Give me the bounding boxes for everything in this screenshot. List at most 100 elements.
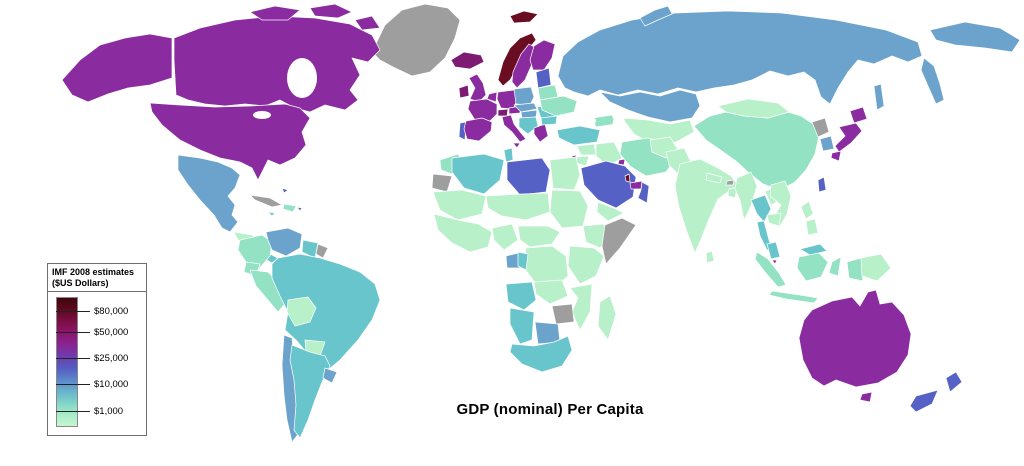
- country-mozambique: [569, 283, 593, 331]
- country-syria: [576, 143, 597, 156]
- country-indonesia-java: [768, 290, 819, 304]
- legend-tick-label: $1,000: [94, 405, 124, 417]
- country-indonesia-sulawesi: [828, 256, 842, 277]
- country-ukraine: [539, 95, 578, 117]
- country-philippines: [800, 200, 814, 220]
- country-bangladesh: [727, 186, 738, 199]
- country-cuba: [249, 194, 283, 208]
- country-sudan: [549, 189, 589, 229]
- country-arctic-island: [249, 5, 301, 21]
- country-mexico: [177, 154, 241, 233]
- country-malaysia-borneo: [799, 243, 828, 256]
- country-netherlands-belgium: [486, 91, 498, 103]
- country-taiwan: [817, 176, 827, 193]
- country-canada: [173, 15, 381, 113]
- country-japan-hokkaido: [849, 106, 868, 124]
- country-indonesia-sumatra: [754, 251, 787, 288]
- country-west-africa: [433, 213, 493, 253]
- country-congo-brazzaville: [517, 251, 529, 271]
- legend-gradient-bar: [56, 297, 78, 427]
- country-madagascar: [597, 295, 617, 341]
- country-india: [674, 158, 740, 254]
- country-norway: [497, 32, 537, 87]
- country-bahamas: [281, 187, 289, 194]
- country-sicily: [512, 142, 521, 149]
- country-switzerland: [497, 108, 509, 117]
- country-new-zealand-south: [909, 389, 939, 413]
- legend-tick-line: [56, 384, 90, 386]
- country-iraq: [595, 141, 623, 167]
- country-turkey: [556, 125, 601, 146]
- country-ireland: [458, 84, 470, 99]
- country-indonesia-papua: [846, 257, 864, 282]
- country-japan-kyushu: [830, 150, 842, 162]
- country-singapore: [771, 259, 778, 265]
- legend-tick-line: [56, 331, 90, 333]
- country-malaysia-peninsula: [766, 241, 781, 260]
- country-svalbard: [509, 10, 539, 24]
- country-indonesia-borneo: [796, 252, 829, 282]
- legend-tick-line: [56, 311, 90, 313]
- country-italy: [501, 114, 527, 143]
- hudson-bay: [287, 58, 317, 98]
- country-angola: [505, 281, 537, 311]
- country-sakhalin: [873, 83, 885, 111]
- country-north-korea: [811, 117, 830, 138]
- country-baltics: [535, 67, 552, 89]
- country-peru: [249, 269, 289, 313]
- legend-tick-line: [56, 410, 90, 412]
- legend-tick-label: $50,000: [94, 326, 129, 338]
- country-alaska: [61, 33, 173, 103]
- legend-scale: $80,000 $50,000 $25,000 $10,000 $1,000: [48, 292, 146, 430]
- legend-tick-label: $25,000: [94, 353, 129, 365]
- country-libya: [506, 157, 551, 196]
- country-nigeria: [491, 223, 519, 251]
- country-kamchatka: [920, 57, 945, 105]
- country-greenland: [371, 3, 461, 77]
- country-namibia: [509, 307, 535, 345]
- country-finland: [529, 39, 556, 71]
- black-sea: [560, 113, 596, 129]
- country-yemen: [596, 201, 625, 222]
- country-balkans: [518, 116, 539, 135]
- country-novaya-zemlya: [639, 5, 673, 27]
- country-egypt: [549, 156, 581, 191]
- country-cameroon-car: [517, 225, 561, 248]
- country-myanmar: [734, 171, 758, 221]
- great-lakes: [253, 111, 271, 119]
- country-central-asia: [621, 117, 695, 145]
- country-niger-chad: [485, 192, 551, 221]
- caspian-sea: [612, 113, 626, 147]
- country-colombia: [237, 234, 273, 271]
- country-png: [860, 253, 892, 282]
- country-algeria: [451, 153, 505, 195]
- country-mauritania-mali: [432, 189, 487, 221]
- country-tunisia: [503, 147, 514, 163]
- country-french-guiana: [315, 243, 329, 259]
- country-argentina: [289, 344, 331, 439]
- country-venezuela: [265, 227, 303, 257]
- country-australia: [798, 289, 912, 388]
- country-nepal: [705, 172, 723, 184]
- country-hispaniola: [282, 203, 297, 213]
- country-mongolia: [717, 98, 790, 119]
- legend-tick-label: $10,000: [94, 379, 129, 391]
- country-bhutan: [725, 179, 735, 186]
- legend-title-line1: IMF 2008 estimates: [52, 267, 135, 277]
- country-arctic-island: [309, 3, 353, 19]
- country-sri-lanka: [705, 250, 715, 264]
- country-uk: [468, 73, 487, 103]
- country-germany: [496, 89, 518, 110]
- legend-title-line2: ($US Dollars): [52, 278, 109, 288]
- country-cambodia: [766, 212, 782, 227]
- country-oman: [637, 181, 650, 204]
- country-spain: [463, 117, 493, 142]
- country-zambia: [533, 279, 569, 305]
- country-somalia: [601, 217, 637, 265]
- legend-tick-label: $80,000: [94, 306, 129, 318]
- country-zimbabwe: [551, 303, 575, 325]
- country-arctic-island: [354, 15, 381, 31]
- country-russia: [557, 10, 923, 105]
- country-puerto-rico: [296, 206, 303, 212]
